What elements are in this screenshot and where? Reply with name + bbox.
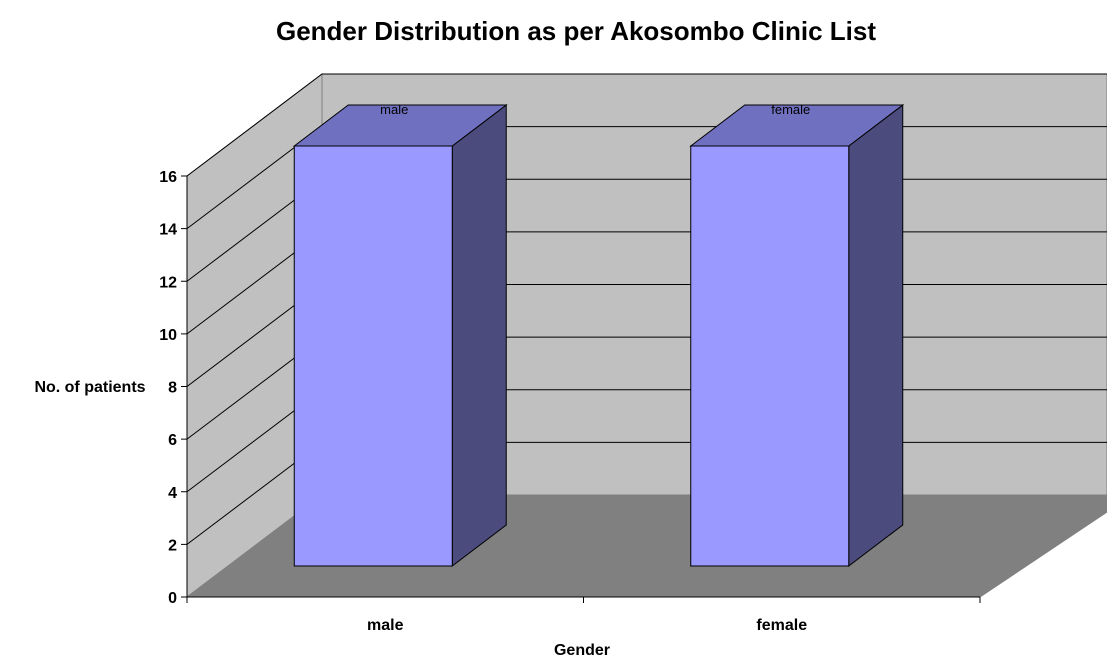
data-label: female — [771, 102, 810, 117]
y-tick-label: 4 — [168, 485, 177, 502]
y-tick-labels: 0 2 4 6 8 10 12 14 16 — [159, 169, 177, 607]
bar-front — [690, 145, 850, 567]
y-tick-label: 2 — [168, 537, 177, 554]
y-tick-label: 0 — [168, 590, 177, 607]
x-tick-label: male — [367, 617, 404, 634]
y-tick-label: 10 — [159, 327, 177, 344]
y-axis-title: No. of patients — [34, 379, 145, 396]
y-tick-label: 14 — [159, 222, 177, 239]
gridline — [186, 73, 1107, 177]
bar-front — [293, 145, 453, 567]
x-tick-labels: male female — [367, 617, 807, 634]
bars — [292, 103, 905, 568]
data-labels: male female — [380, 102, 810, 117]
bar — [689, 103, 905, 568]
bar-side — [451, 103, 507, 568]
chart-title: Gender Distribution as per Akosombo Clin… — [276, 16, 876, 46]
y-tick-label: 12 — [159, 274, 177, 291]
axes — [181, 175, 981, 603]
y-tick-label: 6 — [168, 432, 177, 449]
y-tick-label: 8 — [168, 380, 177, 397]
data-label: male — [380, 102, 408, 117]
y-tick-label: 16 — [159, 169, 177, 186]
bar-side — [848, 103, 904, 568]
bar — [292, 103, 508, 568]
x-tick-label: female — [756, 617, 807, 634]
x-axis-title: Gender — [554, 642, 610, 659]
